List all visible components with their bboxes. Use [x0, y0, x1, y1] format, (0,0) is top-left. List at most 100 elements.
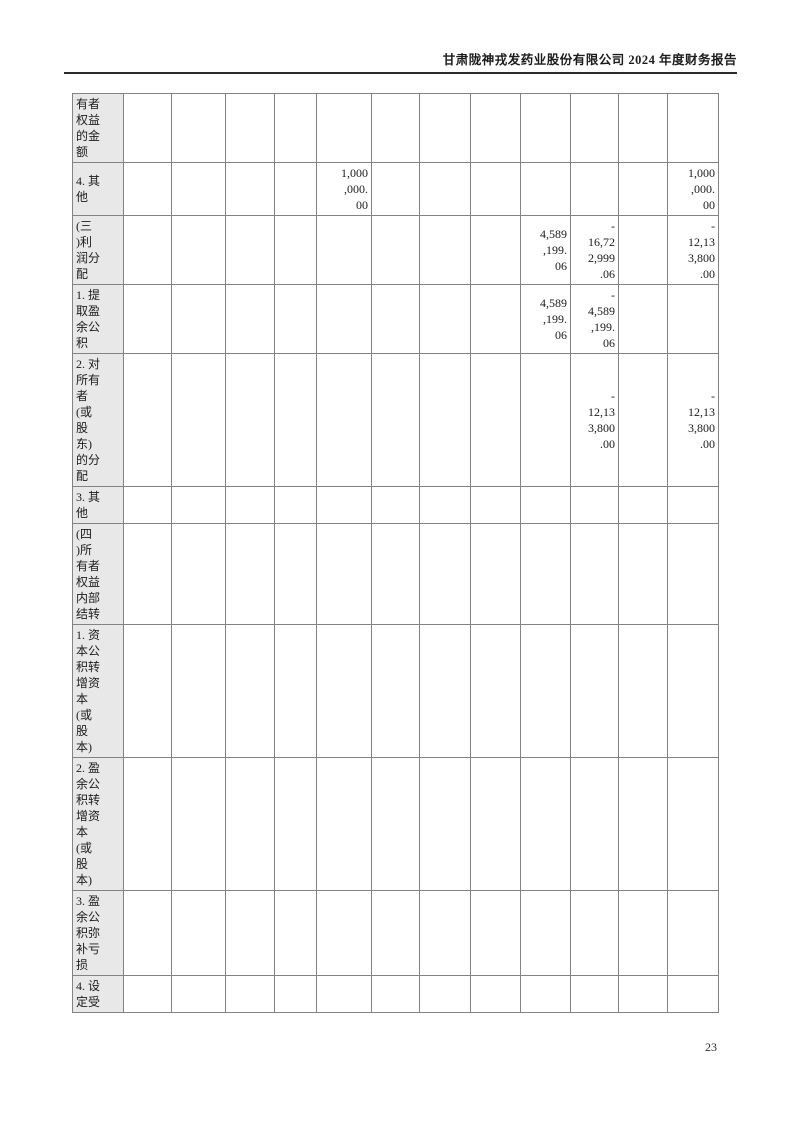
data-cell [667, 93, 719, 163]
data-cell [274, 890, 317, 976]
row-label-cell: (四 )所 有者 权益 内部 结转 [72, 523, 124, 625]
data-cell [570, 890, 619, 976]
data-cell [171, 353, 226, 487]
data-cell [171, 624, 226, 758]
table-row: 有者 权益 的金 额 [72, 93, 719, 163]
data-cell [274, 162, 317, 216]
row-label-cell: (三 )利 润分 配 [72, 215, 124, 285]
data-cell [274, 523, 317, 625]
data-cell [470, 215, 521, 285]
data-cell [470, 284, 521, 354]
data-cell [171, 975, 226, 1013]
data-cell [419, 523, 471, 625]
row-label-cell: 2. 对 所有 者 (或 股 东) 的分 配 [72, 353, 124, 487]
table-row: (四 )所 有者 权益 内部 结转 [72, 523, 719, 625]
data-cell [371, 523, 420, 625]
data-cell [618, 93, 668, 163]
data-cell [419, 624, 471, 758]
data-cell [316, 93, 372, 163]
data-cell [667, 757, 719, 891]
data-cell: - 12,13 3,800 .00 [667, 215, 719, 285]
row-label-cell: 4. 设 定受 [72, 975, 124, 1013]
table-row: 2. 盈 余公 积转 增资 本 (或 股 本) [72, 757, 719, 891]
data-cell [419, 162, 471, 216]
data-cell [570, 975, 619, 1013]
data-cell [171, 757, 226, 891]
data-cell [419, 890, 471, 976]
page-number: 23 [705, 1040, 717, 1054]
data-cell [225, 215, 275, 285]
data-cell [225, 975, 275, 1013]
data-cell [274, 284, 317, 354]
data-cell [667, 284, 719, 354]
row-label-cell: 1. 提 取盈 余公 积 [72, 284, 124, 354]
data-cell [570, 93, 619, 163]
data-cell [171, 93, 226, 163]
data-cell [470, 975, 521, 1013]
data-cell [123, 284, 172, 354]
data-cell [618, 215, 668, 285]
data-cell [371, 486, 420, 524]
data-cell [274, 624, 317, 758]
table-row: 4. 设 定受 [72, 975, 719, 1013]
data-cell [618, 890, 668, 976]
row-label-cell: 1. 资 本公 积转 增资 本 (或 股 本) [72, 624, 124, 758]
data-cell [470, 890, 521, 976]
data-cell [274, 93, 317, 163]
data-cell [419, 353, 471, 487]
data-cell [371, 975, 420, 1013]
data-cell [225, 523, 275, 625]
page-header-title: 甘肃陇神戎发药业股份有限公司 2024 年度财务报告 [442, 53, 737, 67]
table-row: (三 )利 润分 配 4,589 ,199. 06 - 16,72 2,999 … [72, 215, 719, 285]
data-cell [225, 624, 275, 758]
table-row: 2. 对 所有 者 (或 股 东) 的分 配 - 12,13 3,800 .00… [72, 353, 719, 487]
data-cell [123, 486, 172, 524]
data-cell [123, 162, 172, 216]
data-cell [520, 975, 571, 1013]
data-cell [618, 486, 668, 524]
data-cell [123, 890, 172, 976]
data-cell [225, 93, 275, 163]
data-cell [667, 523, 719, 625]
data-cell [274, 486, 317, 524]
data-cell: - 12,13 3,800 .00 [570, 353, 619, 487]
data-cell [371, 890, 420, 976]
data-cell [419, 215, 471, 285]
data-cell [667, 624, 719, 758]
data-cell [419, 284, 471, 354]
data-cell [316, 486, 372, 524]
row-label-cell: 3. 盈 余公 积弥 补亏 损 [72, 890, 124, 976]
data-cell [316, 523, 372, 625]
data-cell [371, 757, 420, 891]
data-cell [123, 757, 172, 891]
data-cell [470, 624, 521, 758]
data-cell: - 16,72 2,999 .06 [570, 215, 619, 285]
data-cell [470, 162, 521, 216]
row-label-cell: 有者 权益 的金 额 [72, 93, 124, 163]
data-cell [570, 162, 619, 216]
data-cell [570, 523, 619, 625]
data-cell [316, 890, 372, 976]
row-label-cell: 4. 其 他 [72, 162, 124, 216]
data-cell [171, 162, 226, 216]
table-row: 3. 其 他 [72, 486, 719, 524]
data-cell [570, 624, 619, 758]
data-cell: 4,589 ,199. 06 [520, 284, 571, 354]
data-cell [570, 757, 619, 891]
data-cell: - 12,13 3,800 .00 [667, 353, 719, 487]
data-cell [618, 162, 668, 216]
data-cell [520, 162, 571, 216]
data-cell: 1,000 ,000. 00 [667, 162, 719, 216]
data-cell [274, 353, 317, 487]
header-rule [64, 72, 737, 74]
data-cell [123, 215, 172, 285]
data-cell [225, 486, 275, 524]
equity-change-table: 有者 权益 的金 额 4. 其 他 1,000 ,0 [72, 93, 719, 1013]
data-cell [419, 93, 471, 163]
data-cell [470, 757, 521, 891]
data-cell [123, 93, 172, 163]
data-cell [171, 890, 226, 976]
data-cell: 1,000 ,000. 00 [316, 162, 372, 216]
data-cell [316, 215, 372, 285]
